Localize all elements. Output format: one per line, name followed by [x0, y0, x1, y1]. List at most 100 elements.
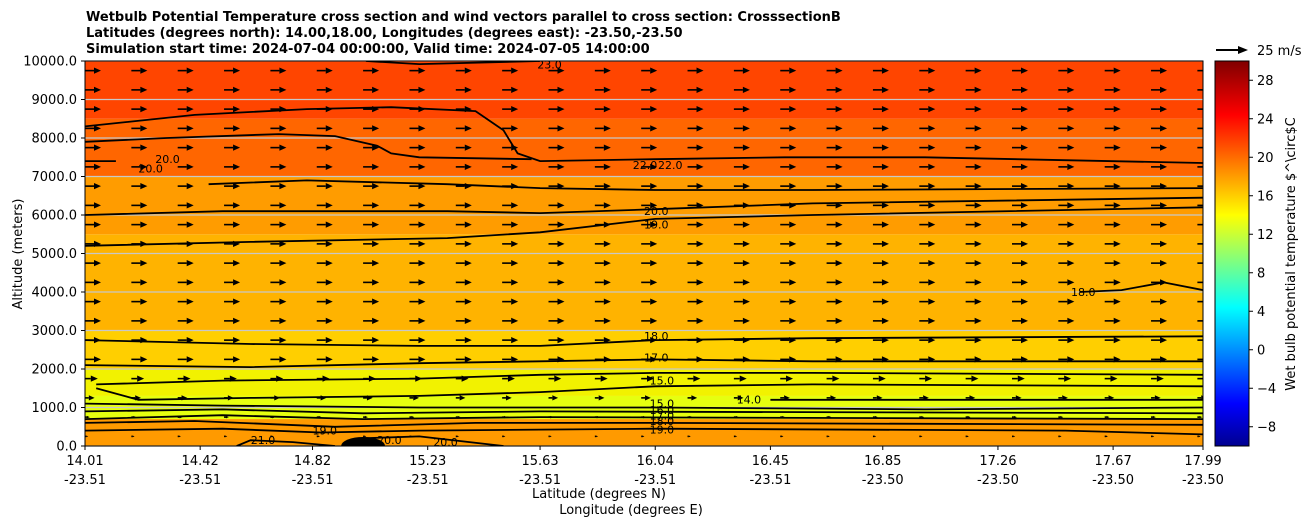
wind-vector [502, 435, 506, 438]
contour-label: 18.0 [644, 330, 669, 343]
wind-vector [224, 86, 241, 94]
wind-vector [594, 163, 611, 171]
wind-vector [85, 279, 101, 286]
wind-vector [641, 67, 658, 74]
wind-vector [548, 336, 565, 344]
wind-vector [780, 375, 794, 382]
wind-vector [316, 356, 333, 363]
wind-vector [409, 221, 426, 228]
x-tick-label-lon: -23.51 [407, 473, 449, 488]
colorbar-tick-label: 24 [1257, 112, 1274, 127]
wind-vector [965, 105, 982, 113]
wind-vector [409, 336, 426, 344]
wind-vector [455, 279, 472, 286]
wind-vector [1151, 163, 1168, 171]
wind-vector [316, 163, 333, 171]
wind-vector [872, 375, 886, 382]
wind-vector [826, 86, 843, 94]
colorbar-tick-label: −8 [1257, 420, 1276, 435]
wind-vector [316, 336, 333, 344]
wind-vector [270, 317, 287, 325]
wind-vector [85, 144, 101, 151]
wind-vector [409, 163, 426, 171]
wind-vector [641, 317, 658, 325]
wind-vector [965, 375, 979, 382]
x-tick-label-lat: 14.82 [294, 454, 331, 469]
wind-vector [224, 221, 241, 228]
wind-vector [641, 375, 654, 382]
wind-vector [224, 163, 241, 171]
wind-vector [1151, 125, 1168, 132]
wind-vector [131, 435, 135, 438]
wind-vector [965, 259, 982, 267]
wind-vector [826, 221, 843, 228]
wind-vector [455, 317, 472, 325]
wind-vector [270, 182, 287, 190]
wind-vector [131, 202, 148, 209]
wind-vector [131, 221, 148, 228]
wind-vector [270, 163, 287, 171]
wind-vector [1197, 243, 1203, 245]
wind-vector [1058, 317, 1075, 325]
wind-vector [780, 86, 797, 94]
wind-vector [363, 317, 380, 325]
wind-vector [1151, 336, 1168, 344]
wind-vector [224, 279, 241, 286]
wind-vector [270, 125, 287, 132]
wind-vector [594, 435, 599, 438]
wind-vector [965, 435, 969, 438]
wind-vector [733, 125, 750, 132]
wind-vector [548, 375, 562, 382]
wind-vector [594, 298, 611, 305]
y-tick-label: 2000.0 [32, 363, 78, 378]
wind-vector [131, 375, 145, 382]
y-tick-label: 8000.0 [32, 132, 78, 147]
wind-vector [1011, 259, 1028, 267]
wind-vector [1011, 240, 1028, 248]
wind-vector [1058, 336, 1075, 344]
wind-vector [131, 125, 148, 132]
wind-vector [1197, 339, 1203, 341]
wind-vector [548, 144, 565, 151]
wind-vector [85, 182, 101, 190]
wind-vector [131, 182, 148, 190]
wind-vector [965, 202, 982, 209]
wind-vector [1151, 144, 1168, 151]
wind-vector [177, 182, 194, 190]
wind-vector [502, 105, 519, 113]
wind-vector [919, 279, 936, 286]
chart-title-line-1: Wetbulb Potential Temperature cross sect… [86, 10, 841, 25]
chart-title-line-3: Simulation start time: 2024-07-04 00:00:… [86, 42, 650, 57]
wind-vector [131, 163, 148, 171]
wind-vector [826, 375, 840, 382]
contour-line-6 [85, 206, 1203, 247]
wind-vector [1104, 336, 1121, 344]
wind-vector [872, 163, 889, 171]
wind-vector [548, 125, 565, 132]
wind-vector [224, 259, 241, 267]
wind-vector [826, 182, 843, 190]
contour-label: 15.0 [650, 398, 675, 411]
wind-vector [1104, 279, 1121, 286]
contour-label: 23.0 [537, 59, 562, 72]
wind-vector [548, 67, 565, 74]
y-tick-label: 3000.0 [32, 324, 78, 339]
wind-vector [1197, 108, 1203, 110]
wind-vector [919, 202, 936, 209]
wind-vector [409, 144, 426, 151]
wind-vector [872, 67, 889, 74]
wind-vector [872, 240, 889, 248]
wind-vector [1151, 67, 1168, 74]
colorbar-tick-label: −4 [1257, 382, 1276, 397]
wind-vector [1058, 279, 1075, 286]
wind-vector [826, 67, 843, 74]
wind-vector [85, 317, 101, 325]
wind-vector [502, 375, 515, 382]
colorbar-tick-label: 20 [1257, 151, 1274, 166]
wind-vector [826, 240, 843, 248]
contour-line-15 [85, 414, 1203, 421]
x-tick-label-lat: 17.26 [979, 454, 1016, 469]
contour-label: 20.0 [138, 163, 163, 176]
wind-vector [131, 298, 148, 305]
wind-vector [780, 67, 797, 74]
